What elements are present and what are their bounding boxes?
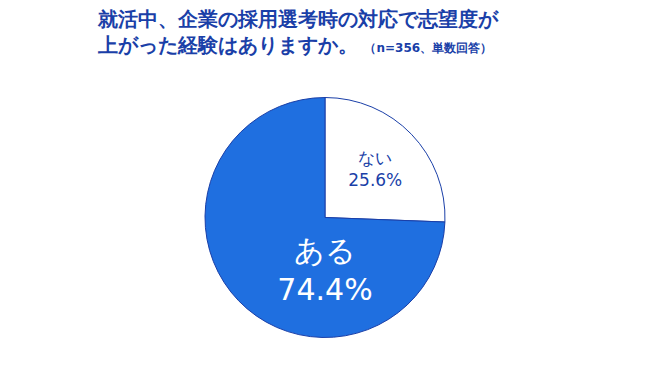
svg-text:ない25.6%: ない25.6% — [348, 148, 402, 190]
svg-text:ある74.4%: ある74.4% — [277, 233, 372, 307]
svg-text:就活中、企業の採用選考時の対応で志望度が上がった経験はありま: 就活中、企業の採用選考時の対応で志望度が上がった経験はありますか。 （n=356… — [97, 7, 499, 57]
